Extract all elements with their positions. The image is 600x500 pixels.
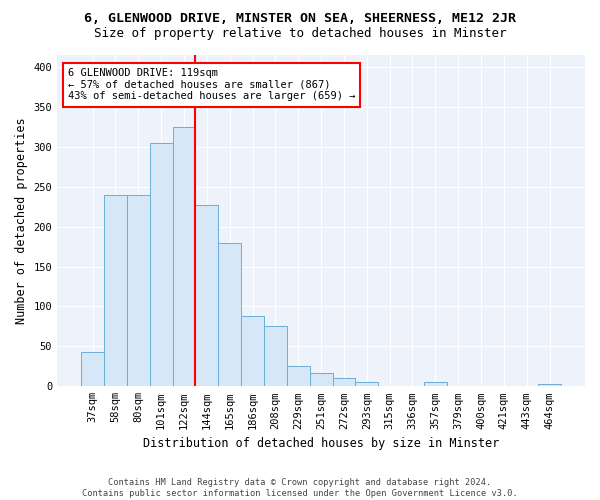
Text: 6 GLENWOOD DRIVE: 119sqm
← 57% of detached houses are smaller (867)
43% of semi-: 6 GLENWOOD DRIVE: 119sqm ← 57% of detach… [68, 68, 355, 102]
Bar [287, 366, 310, 386]
Bar [424, 382, 447, 386]
Bar [538, 384, 561, 386]
Bar [355, 382, 378, 386]
Text: 6, GLENWOOD DRIVE, MINSTER ON SEA, SHEERNESS, ME12 2JR: 6, GLENWOOD DRIVE, MINSTER ON SEA, SHEER… [84, 12, 516, 26]
Bar [173, 127, 196, 386]
Bar [332, 378, 355, 386]
Bar [310, 372, 332, 386]
Bar [127, 194, 150, 386]
Bar [81, 352, 104, 386]
Bar [264, 326, 287, 386]
Bar [218, 242, 241, 386]
Text: Size of property relative to detached houses in Minster: Size of property relative to detached ho… [94, 28, 506, 40]
Bar [241, 316, 264, 386]
Bar [104, 194, 127, 386]
Text: Contains HM Land Registry data © Crown copyright and database right 2024.
Contai: Contains HM Land Registry data © Crown c… [82, 478, 518, 498]
Bar [150, 143, 173, 386]
X-axis label: Distribution of detached houses by size in Minster: Distribution of detached houses by size … [143, 437, 499, 450]
Y-axis label: Number of detached properties: Number of detached properties [15, 118, 28, 324]
Bar [196, 205, 218, 386]
